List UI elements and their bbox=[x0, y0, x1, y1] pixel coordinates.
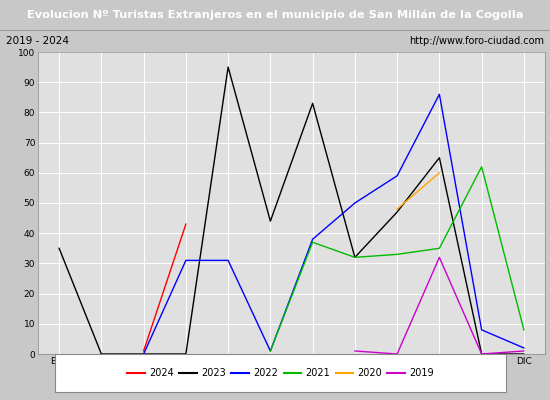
Legend: 2024, 2023, 2022, 2021, 2020, 2019: 2024, 2023, 2022, 2021, 2020, 2019 bbox=[124, 364, 437, 382]
Text: Evolucion Nº Turistas Extranjeros en el municipio de San Millán de la Cogolla: Evolucion Nº Turistas Extranjeros en el … bbox=[27, 10, 523, 20]
Text: http://www.foro-ciudad.com: http://www.foro-ciudad.com bbox=[410, 36, 544, 46]
Text: 2019 - 2024: 2019 - 2024 bbox=[6, 36, 69, 46]
